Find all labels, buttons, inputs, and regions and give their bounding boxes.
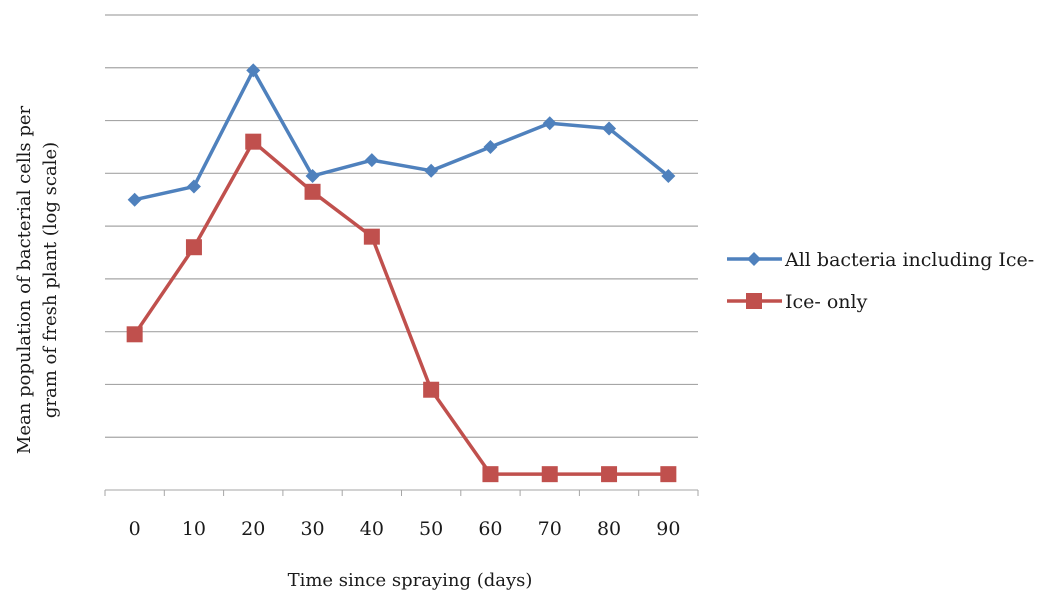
x-tick-label: 0 [129,518,141,540]
data-point [186,239,202,255]
legend-item: Ice- only [727,291,868,313]
x-axis-title: Time since spraying (days) [288,570,533,591]
x-tick-labels: 0 10 20 30 40 50 60 70 80 90 [129,518,681,540]
gridlines [105,15,698,437]
series-line [135,142,669,475]
data-point [483,140,497,154]
data-point [601,466,617,482]
series-1 [128,63,676,206]
x-tick-label: 90 [656,518,680,540]
x-tick-label: 50 [419,518,443,540]
data-point [482,466,498,482]
x-tick-label: 40 [360,518,384,540]
legend: All bacteria including Ice- Ice- only [727,249,1034,313]
x-tick-label: 80 [597,518,621,540]
x-tick-label: 20 [241,518,265,540]
y-axis-title: Mean population of bacterial cells per g… [14,105,61,454]
data-point [365,153,379,167]
legend-marker [746,293,762,309]
legend-marker [747,252,761,266]
data-point [542,466,558,482]
data-point [187,180,201,194]
series [127,63,677,482]
data-point [128,193,142,207]
data-point [543,116,557,130]
data-point [364,229,380,245]
series-2 [127,134,677,483]
x-tick-label: 10 [182,518,206,540]
x-axis [105,490,698,496]
data-point [305,184,321,200]
data-point [245,134,261,150]
legend-item: All bacteria including Ice- [727,249,1034,271]
data-point [660,466,676,482]
data-point [424,164,438,178]
series-line [135,70,669,199]
x-tick-label: 60 [478,518,502,540]
legend-label: All bacteria including Ice- [784,249,1034,271]
x-tick-label: 30 [300,518,324,540]
data-point [306,169,320,183]
legend-label: Ice- only [785,291,868,313]
data-point [127,326,143,342]
y-axis-title-line-2: gram of fresh plant (log scale) [40,142,61,418]
data-point [246,63,260,77]
data-point [423,382,439,398]
x-tick-label: 70 [538,518,562,540]
y-axis-title-line-1: Mean population of bacterial cells per [14,105,35,454]
